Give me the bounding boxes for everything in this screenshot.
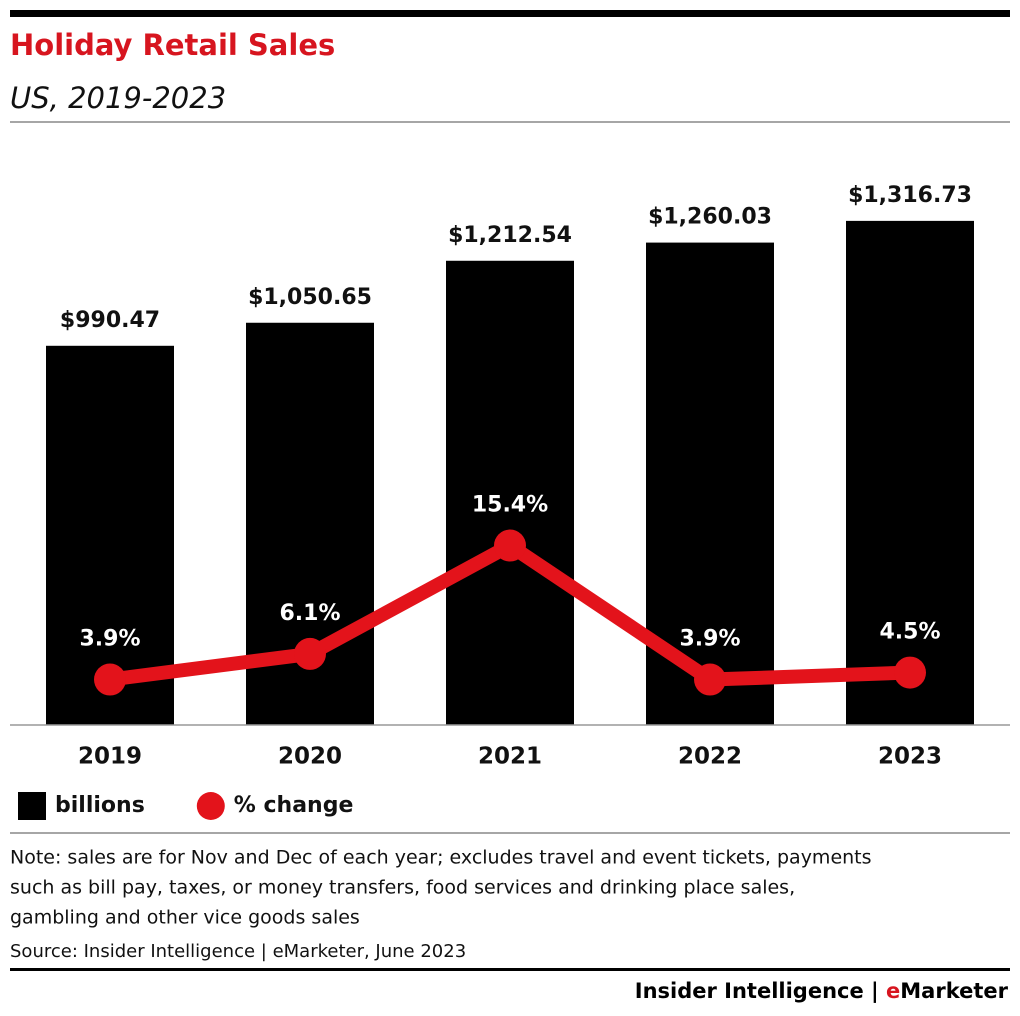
top-rule	[10, 10, 1010, 17]
footer-separator: |	[871, 979, 879, 1004]
chart-subtitle: US, 2019-2023	[10, 81, 226, 115]
bar-value-label: $1,316.73	[848, 183, 972, 208]
x-tick-label: 2019	[78, 744, 142, 770]
x-tick-label: 2022	[678, 744, 742, 770]
line-value-label: 3.9%	[79, 627, 140, 652]
bar-value-label: $1,212.54	[448, 223, 572, 248]
line-point	[694, 663, 726, 696]
line-point	[94, 663, 126, 696]
bar	[846, 220, 974, 726]
line-value-label: 3.9%	[679, 627, 740, 652]
x-tick-label: 2023	[878, 744, 942, 770]
chart-title: Holiday Retail Sales	[10, 28, 335, 62]
x-tick-label: 2021	[478, 744, 542, 770]
footer-brand: Marketer	[900, 979, 1008, 1003]
bar	[446, 260, 574, 725]
note: gambling and other vice goods sales	[10, 907, 360, 929]
note: such as bill pay, taxes, or money transf…	[10, 877, 795, 899]
footer-brand-e: e	[886, 979, 900, 1003]
legend-swatch	[196, 792, 225, 820]
footer-left: Insider Intelligence	[635, 979, 864, 1003]
line-value-label: 6.1%	[279, 601, 340, 626]
note: Note: sales are for Nov and Dec of each …	[10, 847, 872, 869]
line-point	[494, 529, 526, 562]
legend-label: % change	[234, 793, 354, 818]
source: Source: Insider Intelligence | eMarketer…	[10, 941, 466, 962]
bottom-rule	[10, 968, 1010, 971]
line-point	[894, 656, 926, 689]
line-point	[294, 637, 326, 670]
legend-swatch	[18, 792, 46, 820]
footer: Insider Intelligence | eMarketer	[635, 979, 1009, 1004]
x-tick-label: 2020	[278, 744, 342, 770]
bar-value-label: $1,050.65	[248, 285, 372, 310]
bar-value-label: $990.47	[60, 308, 160, 333]
legend-label: billions	[55, 793, 145, 818]
bar-value-label: $1,260.03	[648, 205, 772, 230]
line-value-label: 15.4%	[472, 493, 548, 518]
bar	[46, 345, 174, 725]
line-value-label: 4.5%	[879, 620, 940, 645]
